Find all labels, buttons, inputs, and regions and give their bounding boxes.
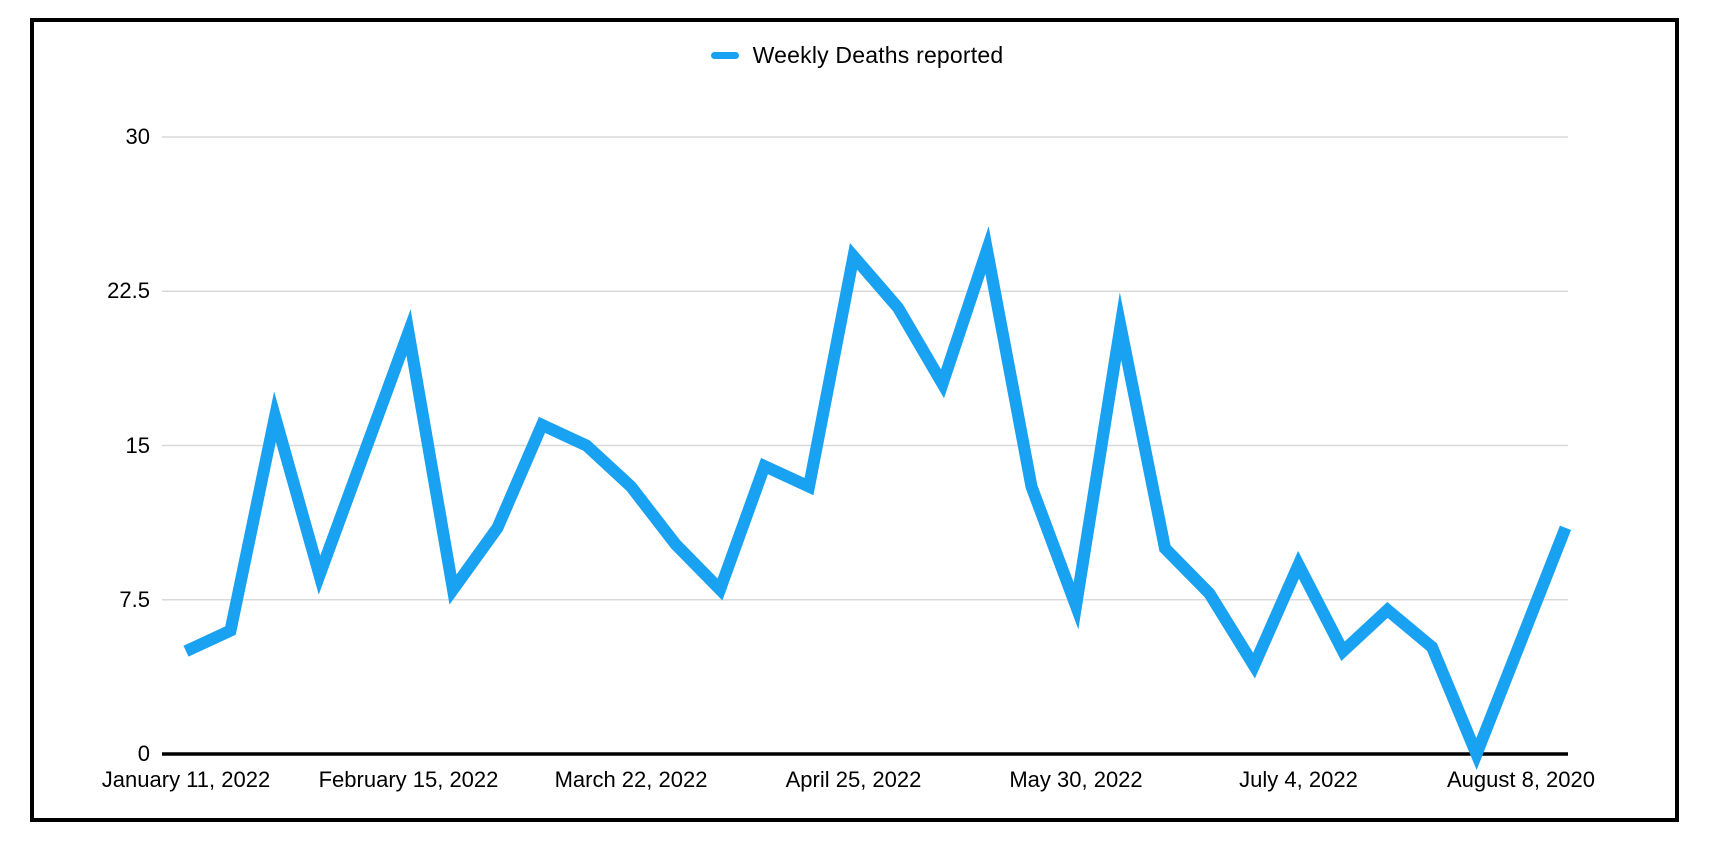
x-tick-label: May 30, 2022	[1009, 767, 1143, 792]
y-tick-label: 0	[137, 741, 150, 766]
chart-frame	[30, 18, 1679, 822]
legend-line-marker	[710, 52, 739, 59]
series-line	[183, 226, 1572, 770]
legend-label: Weekly Deaths reported	[752, 42, 1004, 68]
y-tick-label: 7.5	[119, 586, 150, 612]
x-tick-label: April 25, 2022	[785, 767, 922, 792]
x-tick-label: March 22, 2022	[554, 767, 708, 792]
x-tick-label: January 11, 2022	[101, 767, 271, 792]
x-tick-label: February 15, 2022	[318, 767, 499, 792]
y-tick-label: 15	[125, 432, 150, 458]
legend: Weekly Deaths reported	[0, 42, 1714, 69]
y-tick-label: 22.5	[107, 278, 150, 304]
y-tick-label: 30	[125, 124, 150, 149]
x-tick-label: July 4, 2022	[1239, 767, 1358, 792]
x-tick-label: August 8, 2020	[1446, 767, 1595, 792]
